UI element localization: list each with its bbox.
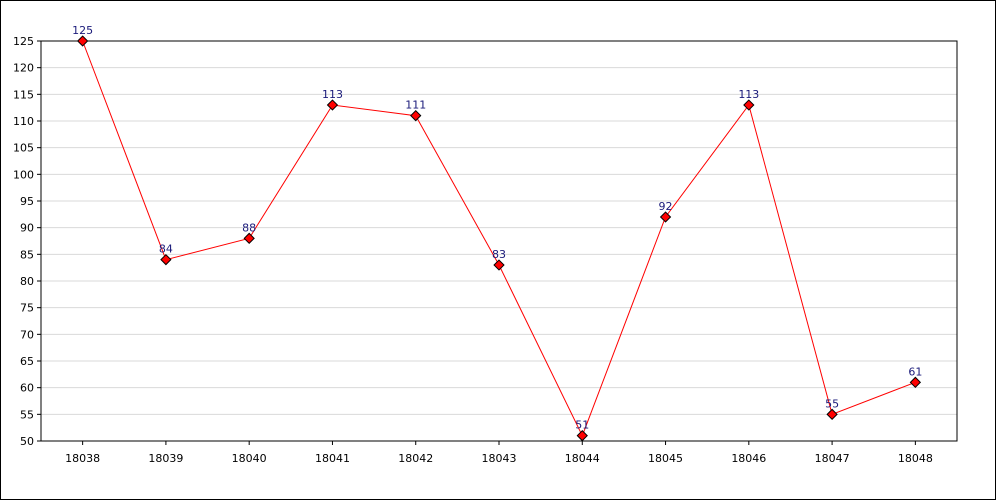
data-point — [909, 376, 922, 388]
data-label: 125 — [72, 24, 93, 37]
x-tick-label: 18048 — [898, 452, 933, 465]
y-axis: 50 55 60 65 70 75 80 85 90 95 100 105 110 115 120 125 — [13, 35, 41, 448]
y-tick-label: 85 — [20, 248, 34, 261]
x-tick-label: 18044 — [565, 452, 600, 465]
y-tick-label: 50 — [20, 435, 34, 448]
plot-area — [40, 40, 958, 442]
x-tick-label: 18045 — [648, 452, 683, 465]
data-point — [326, 99, 339, 111]
y-tick-label: 80 — [20, 275, 34, 288]
data-point — [410, 110, 422, 122]
x-tick-label: 18039 — [148, 452, 183, 465]
y-tick-label: 120 — [13, 62, 34, 75]
y-tick-label: 65 — [20, 355, 34, 368]
series-line — [82, 40, 916, 437]
series — [76, 35, 922, 442]
y-tick-label: 95 — [20, 195, 34, 208]
x-tick-label: 18041 — [315, 452, 350, 465]
data-label: 84 — [159, 243, 173, 256]
data-label: 113 — [322, 88, 343, 101]
x-tick-label: 18040 — [232, 452, 267, 465]
data-label: 113 — [738, 88, 759, 101]
data-point — [659, 211, 672, 223]
data-point — [243, 232, 255, 244]
y-tick-label: 70 — [20, 328, 34, 341]
y-tick-label: 115 — [13, 88, 34, 101]
data-point — [826, 408, 838, 420]
x-tick-label: 18038 — [65, 452, 100, 465]
data-point — [493, 259, 505, 271]
data-point — [576, 430, 588, 442]
data-label: 88 — [242, 221, 256, 234]
x-tick-label: 18047 — [815, 452, 850, 465]
data-point — [160, 254, 172, 266]
y-tick-label: 55 — [20, 408, 34, 421]
y-tick-label: 90 — [20, 222, 34, 235]
y-tick-label: 110 — [13, 115, 34, 128]
data-label: 111 — [405, 99, 426, 112]
y-tick-label: 60 — [20, 382, 34, 395]
data-labels: 125 84 88 113 111 83 51 92 113 55 61 — [72, 24, 922, 432]
data-label: 51 — [575, 419, 589, 432]
x-tick-label: 18042 — [398, 452, 433, 465]
y-tick-label: 75 — [20, 302, 34, 315]
x-tick-label: 18046 — [731, 452, 766, 465]
y-tick-label: 125 — [13, 35, 34, 48]
data-label: 61 — [908, 365, 922, 378]
x-axis: 18038 18039 18040 18041 18042 18043 18044 18045… — [65, 441, 933, 465]
data-label: 92 — [659, 200, 673, 213]
data-label: 55 — [825, 397, 839, 410]
data-point — [743, 99, 755, 111]
data-point — [76, 35, 89, 47]
grid-lines — [41, 67, 957, 415]
x-tick-label: 18043 — [482, 452, 517, 465]
data-label: 83 — [492, 248, 506, 261]
y-tick-label: 100 — [13, 168, 34, 181]
y-tick-label: 105 — [13, 142, 34, 155]
